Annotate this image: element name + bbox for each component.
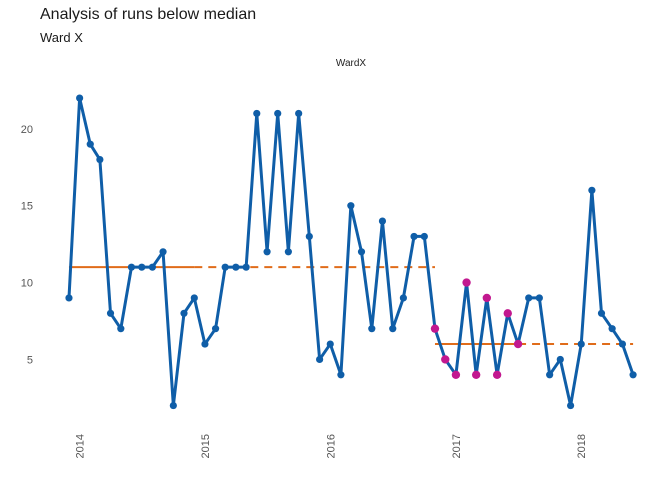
data-point bbox=[337, 371, 345, 379]
data-point bbox=[169, 401, 177, 410]
data-point bbox=[597, 309, 606, 317]
highlight-point bbox=[492, 370, 502, 380]
data-point bbox=[242, 263, 250, 271]
y-tick-label: 5 bbox=[27, 354, 33, 366]
data-point bbox=[588, 186, 596, 194]
y-axis-ticks: 5 10 15 20 bbox=[21, 124, 33, 367]
facet-strip-label: WardX bbox=[336, 58, 367, 69]
data-point bbox=[618, 340, 627, 348]
data-point bbox=[316, 355, 324, 364]
data-point bbox=[556, 355, 564, 364]
data-point bbox=[76, 94, 84, 102]
data-point bbox=[138, 263, 146, 271]
data-point bbox=[357, 248, 366, 256]
highlight-point bbox=[441, 355, 450, 364]
data-point bbox=[65, 294, 73, 302]
data-point bbox=[546, 371, 554, 379]
data-point bbox=[378, 217, 387, 225]
data-point bbox=[106, 309, 115, 317]
data-point bbox=[347, 202, 355, 210]
data-point bbox=[389, 325, 397, 333]
data-point bbox=[566, 401, 575, 410]
data-point bbox=[232, 263, 240, 271]
data-point bbox=[253, 109, 261, 118]
data-point bbox=[190, 294, 198, 302]
x-tick-label: 2016 bbox=[325, 434, 337, 458]
data-point bbox=[535, 294, 543, 302]
data-point bbox=[295, 109, 303, 118]
data-point bbox=[211, 325, 220, 333]
highlight-point bbox=[462, 278, 471, 287]
data-point bbox=[96, 155, 104, 164]
y-tick-label: 10 bbox=[21, 278, 33, 290]
data-point bbox=[608, 325, 616, 333]
highlight-point bbox=[503, 309, 512, 318]
highlight-point bbox=[513, 339, 523, 349]
x-tick-label: 2018 bbox=[576, 434, 588, 458]
y-tick-label: 20 bbox=[21, 124, 33, 136]
data-point bbox=[274, 109, 282, 118]
data-point bbox=[221, 263, 229, 271]
data-point bbox=[326, 340, 334, 348]
x-axis-ticks: 2014 2015 2016 2017 2018 bbox=[75, 434, 589, 458]
x-tick-label: 2017 bbox=[451, 434, 463, 458]
data-point bbox=[117, 325, 125, 333]
series-line bbox=[67, 96, 635, 408]
chart-title: Analysis of runs below median bbox=[40, 6, 257, 23]
data-point bbox=[201, 340, 209, 348]
y-tick-label: 15 bbox=[21, 201, 33, 213]
highlight-point bbox=[482, 293, 492, 303]
median-lines bbox=[68, 266, 634, 346]
data-point bbox=[420, 232, 428, 241]
x-tick-label: 2015 bbox=[200, 434, 212, 458]
highlight-point bbox=[471, 370, 481, 380]
data-point bbox=[86, 140, 94, 148]
data-point bbox=[148, 263, 157, 271]
highlight-point bbox=[430, 324, 440, 333]
data-point bbox=[127, 263, 136, 271]
data-point bbox=[525, 294, 533, 302]
data-point bbox=[399, 294, 407, 302]
highlight-point bbox=[451, 370, 461, 380]
data-point bbox=[180, 309, 188, 317]
data-point bbox=[368, 325, 376, 333]
points-layer bbox=[65, 94, 637, 410]
data-point bbox=[284, 248, 292, 256]
data-point bbox=[410, 232, 418, 241]
data-point bbox=[629, 371, 637, 379]
data-point bbox=[263, 248, 271, 256]
data-point bbox=[577, 340, 585, 348]
data-point bbox=[159, 248, 167, 256]
chart-subtitle: Ward X bbox=[40, 30, 83, 45]
data-point bbox=[305, 232, 313, 241]
x-tick-label: 2014 bbox=[75, 434, 87, 458]
series-layer bbox=[67, 96, 635, 408]
